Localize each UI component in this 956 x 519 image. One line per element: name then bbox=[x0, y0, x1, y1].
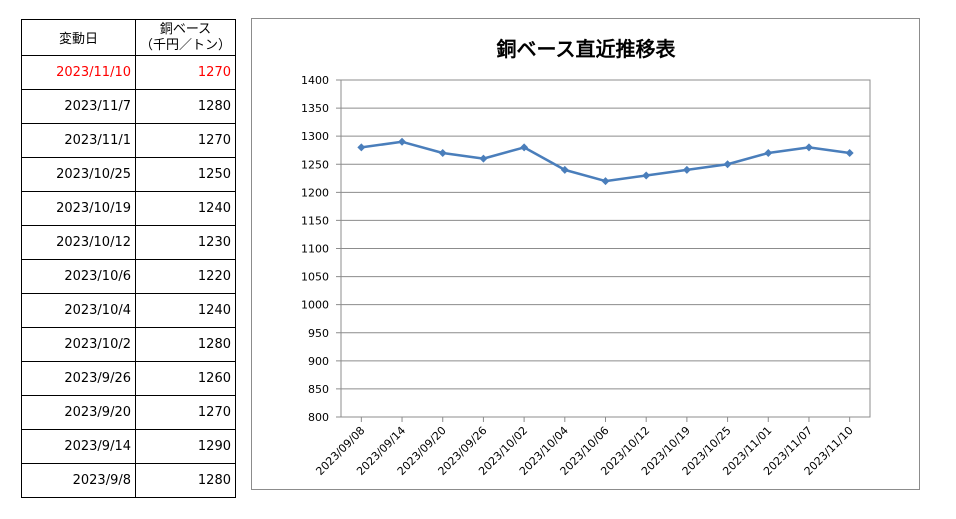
y-tick-label: 900 bbox=[308, 355, 329, 368]
table-row: 2023/9/20 1270 bbox=[21, 395, 236, 430]
y-tick-label: 1250 bbox=[301, 158, 329, 171]
data-point bbox=[682, 165, 691, 174]
y-tick-label: 1150 bbox=[301, 214, 329, 227]
cell-price: 1240 bbox=[135, 293, 236, 328]
series-line bbox=[361, 140, 850, 183]
cell-date: 2023/10/12 bbox=[21, 225, 136, 260]
table-row: 2023/10/25 1250 bbox=[21, 157, 236, 192]
cell-date: 2023/9/20 bbox=[21, 395, 136, 430]
table-row: 2023/10/4 1240 bbox=[21, 293, 236, 328]
y-tick-label: 1200 bbox=[301, 186, 329, 199]
data-point bbox=[845, 149, 854, 158]
header-date: 変動日 bbox=[21, 19, 136, 56]
table-row: 2023/11/1 1270 bbox=[21, 123, 236, 158]
cell-date: 2023/11/7 bbox=[21, 89, 136, 124]
cell-date: 2023/10/2 bbox=[21, 327, 136, 362]
y-tick-label: 850 bbox=[308, 383, 329, 396]
cell-price: 1270 bbox=[135, 123, 236, 158]
line-chart: 銅ベース直近推移表 800 850 900 950 1000 1050 1100 1150 12… bbox=[301, 37, 871, 478]
cell-date: 2023/9/26 bbox=[21, 361, 136, 396]
cell-price: 1290 bbox=[135, 429, 236, 464]
table-row: 2023/10/6 1220 bbox=[21, 259, 236, 294]
series-copper-base bbox=[357, 137, 854, 186]
cell-price: 1280 bbox=[135, 463, 236, 498]
cell-price: 1270 bbox=[135, 55, 236, 90]
table-row: 2023/9/14 1290 bbox=[21, 429, 236, 464]
table-row: 2023/11/10 1270 bbox=[21, 55, 236, 90]
chart-area: 銅ベース直近推移表 800 850 900 950 1000 1050 1100 1150 12… bbox=[251, 18, 920, 490]
cell-date: 2023/10/19 bbox=[21, 191, 136, 226]
data-point bbox=[357, 143, 366, 152]
cell-date: 2023/11/10 bbox=[21, 55, 136, 90]
y-tick-label: 1000 bbox=[301, 299, 329, 312]
cell-date: 2023/10/25 bbox=[21, 157, 136, 192]
y-tick-label: 1100 bbox=[301, 243, 329, 256]
data-point bbox=[398, 137, 407, 146]
data-point bbox=[479, 154, 488, 163]
cell-price: 1240 bbox=[135, 191, 236, 226]
data-point bbox=[642, 171, 651, 180]
chart-title: 銅ベース直近推移表 bbox=[497, 37, 677, 61]
y-tick-label: 1350 bbox=[301, 102, 329, 115]
cell-date: 2023/11/1 bbox=[21, 123, 136, 158]
table-row: 2023/9/26 1260 bbox=[21, 361, 236, 396]
data-point bbox=[601, 177, 610, 186]
cell-price: 1280 bbox=[135, 89, 236, 124]
cell-price: 1270 bbox=[135, 395, 236, 430]
data-point bbox=[438, 149, 447, 158]
header-price-line2: （千円／トン） bbox=[139, 37, 231, 53]
cell-price: 1230 bbox=[135, 225, 236, 260]
y-tick-label: 1050 bbox=[301, 271, 329, 284]
data-point bbox=[764, 149, 773, 158]
cell-price: 1250 bbox=[135, 157, 236, 192]
data-point bbox=[804, 143, 813, 152]
table-row: 2023/11/7 1280 bbox=[21, 89, 236, 124]
y-tick-label: 800 bbox=[308, 411, 329, 424]
y-tick-label: 950 bbox=[308, 327, 329, 340]
y-tick-label: 1300 bbox=[301, 130, 329, 143]
data-point bbox=[723, 160, 732, 169]
cell-date: 2023/9/14 bbox=[21, 429, 136, 464]
cell-date: 2023/10/6 bbox=[21, 259, 136, 294]
y-tick-label: 1400 bbox=[301, 74, 329, 87]
data-point bbox=[520, 143, 529, 152]
table-header-row: 変動日 銅ベース （千円／トン） bbox=[21, 19, 236, 56]
cell-price: 1280 bbox=[135, 327, 236, 362]
cell-date: 2023/10/4 bbox=[21, 293, 136, 328]
data-point bbox=[560, 165, 569, 174]
grid-lines bbox=[336, 79, 871, 422]
cell-price: 1260 bbox=[135, 361, 236, 396]
table-row: 2023/10/2 1280 bbox=[21, 327, 236, 362]
header-price-line1: 銅ベース bbox=[159, 21, 212, 37]
header-price: 銅ベース （千円／トン） bbox=[135, 19, 236, 56]
copper-price-table: 変動日 銅ベース （千円／トン） 2023/11/10 1270 2023/11/7… bbox=[21, 19, 236, 498]
cell-date: 2023/9/8 bbox=[21, 463, 136, 498]
table-body: 2023/11/10 1270 2023/11/7 1280 2023/11/1 1270… bbox=[21, 55, 236, 498]
table-row: 2023/10/12 1230 bbox=[21, 225, 236, 260]
cell-price: 1220 bbox=[135, 259, 236, 294]
table-row: 2023/10/19 1240 bbox=[21, 191, 236, 226]
table-row: 2023/9/8 1280 bbox=[21, 463, 236, 498]
